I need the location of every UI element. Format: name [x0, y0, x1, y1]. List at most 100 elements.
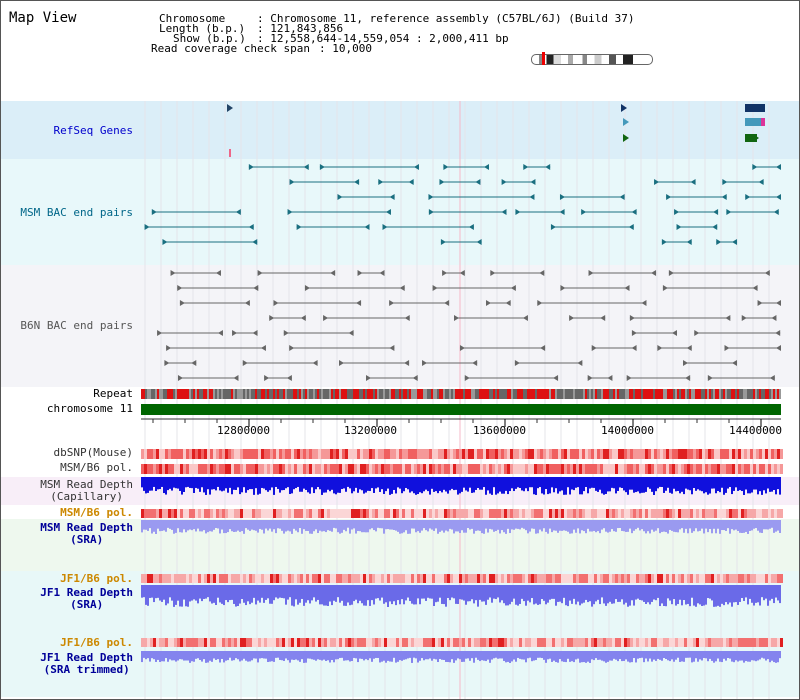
- chromosome-ideogram[interactable]: [531, 54, 653, 65]
- read-depth-bar: [443, 585, 445, 605]
- read-depth-bar: [297, 651, 299, 661]
- polymorphism-cell: [411, 509, 414, 518]
- msm-bac-pair-end: [408, 179, 414, 185]
- polymorphism-cell: [699, 464, 702, 474]
- repeat-segment: [555, 389, 557, 399]
- polymorphism-cell: [168, 449, 171, 459]
- repeat-segment: [647, 389, 649, 399]
- read-depth-bar: [719, 520, 721, 534]
- polymorphism-cell: [588, 449, 591, 459]
- repeat-segment: [655, 389, 657, 399]
- read-depth-bar: [681, 585, 683, 606]
- repeat-segment: [457, 389, 459, 399]
- repeat-segment: [533, 389, 535, 399]
- polymorphism-cell: [600, 464, 603, 474]
- read-depth-bar: [511, 520, 513, 530]
- read-depth-bar: [757, 585, 759, 603]
- read-depth-bar: [703, 585, 705, 606]
- read-depth-bar: [369, 477, 371, 492]
- repeat-segment: [487, 389, 489, 399]
- polymorphism-cell: [273, 509, 276, 518]
- polymorphism-cell: [390, 638, 393, 647]
- b6n-bac-pair-end: [252, 330, 258, 336]
- repeat-segment: [765, 389, 767, 399]
- read-depth-bar: [155, 651, 157, 662]
- polymorphism-cell: [204, 509, 207, 518]
- repeat-segment: [677, 389, 679, 399]
- polymorphism-cell: [495, 574, 498, 583]
- polymorphism-cell: [363, 509, 366, 518]
- read-depth-bar: [625, 520, 627, 532]
- repeat-segment: [289, 389, 291, 399]
- polymorphism-cell: [471, 449, 474, 459]
- polymorphism-cell: [642, 574, 645, 583]
- polymorphism-cell: [246, 464, 249, 474]
- read-depth-bar: [181, 651, 183, 660]
- read-depth-bar: [263, 585, 265, 603]
- polymorphism-cell: [327, 574, 330, 583]
- polymorphism-cell: [396, 638, 399, 647]
- read-depth-bar: [457, 477, 459, 495]
- read-depth-bar: [717, 477, 719, 492]
- read-depth-bar: [267, 520, 269, 531]
- polymorphism-cell: [303, 464, 306, 474]
- polymorphism-cell: [246, 449, 249, 459]
- b6n-bac-pair-end: [191, 360, 197, 366]
- polymorphism-cell: [327, 638, 330, 647]
- read-depth-bar: [655, 651, 657, 661]
- repeat-segment: [691, 389, 693, 399]
- polymorphism-cell: [378, 574, 381, 583]
- repeat-segment: [377, 389, 379, 399]
- read-depth-bar: [559, 477, 561, 492]
- repeat-segment: [281, 389, 283, 399]
- read-depth-bar: [237, 585, 239, 607]
- polymorphism-cell: [627, 509, 630, 518]
- read-depth-bar: [383, 651, 385, 661]
- read-depth-bar: [407, 651, 409, 659]
- read-depth-bar: [239, 520, 241, 532]
- read-depth-bar: [693, 477, 695, 489]
- label-dbsnp-mouse: dbSNP(Mouse): [53, 446, 133, 459]
- polymorphism-cell: [162, 464, 165, 474]
- repeat-segment: [491, 389, 493, 399]
- repeat-segment: [485, 389, 487, 399]
- polymorphism-cell: [486, 464, 489, 474]
- polymorphism-cell: [762, 509, 765, 518]
- read-depth-bar: [637, 585, 639, 599]
- polymorphism-cell: [558, 574, 561, 583]
- polymorphism-cell: [744, 449, 747, 459]
- polymorphism-cell: [672, 638, 675, 647]
- repeat-segment: [349, 389, 351, 399]
- read-depth-bar: [169, 520, 171, 529]
- polymorphism-cell: [321, 509, 324, 518]
- read-depth-bar: [207, 651, 209, 663]
- polymorphism-cell: [267, 638, 270, 647]
- read-depth-bar: [227, 651, 229, 661]
- polymorphism-cell: [456, 464, 459, 474]
- read-depth-bar: [709, 520, 711, 529]
- repeat-segment: [547, 389, 549, 399]
- polymorphism-cell: [663, 509, 666, 518]
- msm-bac-pair-end: [151, 209, 157, 215]
- read-depth-bar: [619, 477, 621, 488]
- polymorphism-cell: [759, 449, 762, 459]
- polymorphism-cell: [609, 449, 612, 459]
- polymorphism-cell: [660, 638, 663, 647]
- polymorphism-cell: [252, 509, 255, 518]
- repeat-segment: [577, 389, 579, 399]
- read-depth-bar: [415, 651, 417, 659]
- read-depth-bar: [747, 477, 749, 494]
- polymorphism-cell: [741, 638, 744, 647]
- read-depth-bar: [657, 651, 659, 659]
- read-depth-bar: [733, 477, 735, 491]
- b6n-bac-pair-end: [348, 330, 354, 336]
- b6n-bac-pair-end: [330, 270, 336, 276]
- read-depth-bar: [265, 477, 267, 491]
- read-depth-bar: [251, 651, 253, 661]
- read-depth-bar: [367, 520, 369, 533]
- read-depth-bar: [277, 585, 279, 599]
- read-depth-bar: [315, 651, 317, 661]
- repeat-segment: [539, 389, 541, 399]
- repeat-segment: [721, 389, 723, 399]
